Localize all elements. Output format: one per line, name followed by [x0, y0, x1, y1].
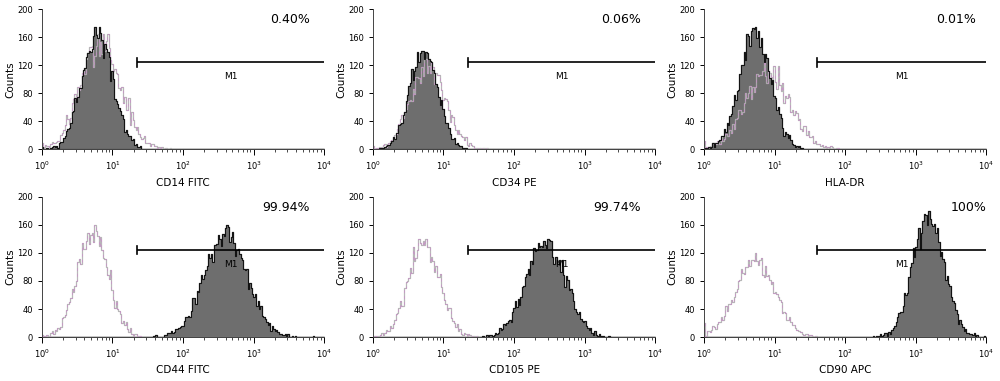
Text: 0.40%: 0.40%: [270, 13, 310, 26]
Text: M1: M1: [224, 260, 238, 269]
X-axis label: CD44 FITC: CD44 FITC: [156, 365, 210, 375]
Text: 0.01%: 0.01%: [936, 13, 976, 26]
Text: 99.94%: 99.94%: [263, 201, 310, 214]
Y-axis label: Counts: Counts: [668, 61, 678, 98]
Text: M1: M1: [895, 72, 908, 81]
Text: 100%: 100%: [951, 201, 987, 214]
Y-axis label: Counts: Counts: [337, 249, 347, 285]
Y-axis label: Counts: Counts: [668, 249, 678, 285]
X-axis label: CD14 FITC: CD14 FITC: [156, 178, 210, 188]
Text: M1: M1: [895, 260, 908, 269]
Text: 0.06%: 0.06%: [601, 13, 641, 26]
X-axis label: HLA-DR: HLA-DR: [825, 178, 865, 188]
Text: M1: M1: [555, 260, 569, 269]
Y-axis label: Counts: Counts: [337, 61, 347, 98]
X-axis label: CD105 PE: CD105 PE: [489, 365, 540, 375]
Text: M1: M1: [224, 72, 238, 81]
Text: M1: M1: [555, 72, 569, 81]
Y-axis label: Counts: Counts: [6, 249, 16, 285]
X-axis label: CD34 PE: CD34 PE: [492, 178, 536, 188]
Text: 99.74%: 99.74%: [594, 201, 641, 214]
X-axis label: CD90 APC: CD90 APC: [819, 365, 871, 375]
Y-axis label: Counts: Counts: [6, 61, 16, 98]
